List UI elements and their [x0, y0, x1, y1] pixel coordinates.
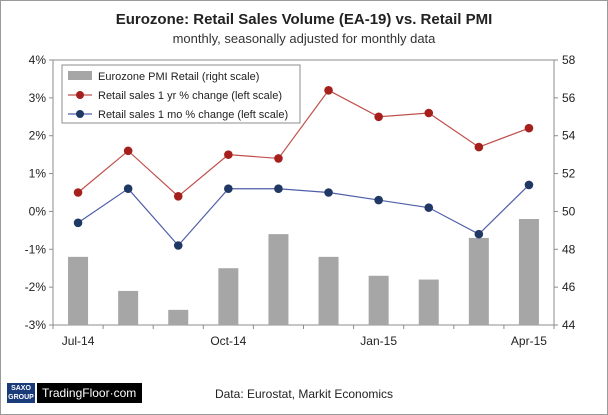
- pmi-bar: [68, 256, 89, 325]
- yoy-point: [173, 191, 183, 201]
- pmi-bar: [318, 256, 339, 325]
- legend-box: [61, 64, 301, 124]
- pmi-bar: [118, 290, 139, 325]
- right-axis-ticks: 44 46 48 50 52 54 56 58: [554, 53, 576, 332]
- x-axis-label: Oct-14: [210, 334, 246, 348]
- legend-label: Retail sales 1 yr % change (left scale): [98, 90, 282, 102]
- data-source: Data: Eurostat, Markit Economics: [214, 387, 394, 401]
- left-axis-label: 3%: [29, 91, 47, 105]
- yoy-point: [524, 123, 534, 133]
- left-axis-label: -2%: [25, 280, 47, 294]
- mom-line: [77, 184, 530, 247]
- left-axis-label: 1%: [29, 167, 47, 181]
- legend: Eurozone PMI Retail (right scale) Retail …: [61, 64, 301, 124]
- mom-point: [224, 184, 233, 194]
- x-axis-label: Jul-14: [62, 334, 95, 348]
- left-axis-label: 0%: [29, 204, 47, 218]
- mom-point: [73, 218, 83, 228]
- pmi-bar: [518, 219, 539, 325]
- mom-point: [274, 184, 283, 194]
- legend-label: Retail sales 1 mo % change (left scale): [98, 109, 288, 121]
- mom-point: [474, 229, 484, 239]
- right-axis-label: 56: [562, 91, 576, 105]
- left-axis-ticks: -3% -2% -1% 0% 1% 2% 3% 4%: [25, 53, 53, 332]
- yoy-point: [474, 142, 484, 152]
- mom-point: [524, 180, 534, 190]
- legend-swatch-bar: [68, 71, 92, 80]
- mom-point: [123, 184, 133, 194]
- mom-point: [424, 203, 434, 212]
- right-axis-label: 50: [562, 204, 576, 218]
- saxo-logo-top: SAXO: [11, 385, 31, 392]
- yoy-point: [424, 108, 434, 118]
- right-axis-label: 54: [562, 129, 576, 143]
- yoy-point: [224, 150, 233, 159]
- legend-swatch-marker: [76, 110, 84, 118]
- pmi-bar: [168, 309, 189, 325]
- saxo-group-logo: SAXO GROUP: [7, 383, 35, 403]
- yoy-point: [274, 154, 283, 163]
- left-axis-label: 4%: [29, 53, 47, 67]
- yoy-line: [77, 89, 530, 198]
- yoy-point: [374, 112, 383, 122]
- tradingfloor-logo: SAXO GROUP TradingFloor·com: [7, 383, 143, 403]
- yoy-point: [324, 85, 333, 95]
- pmi-bars: [68, 219, 539, 325]
- saxo-logo-bottom: GROUP: [8, 394, 34, 401]
- mom-point: [173, 241, 183, 250]
- mom-point: [374, 195, 383, 205]
- pmi-bar: [368, 275, 389, 325]
- right-axis-label: 46: [562, 280, 576, 294]
- pmi-bar: [218, 268, 239, 325]
- x-axis-label: Jan-15: [360, 334, 397, 348]
- yoy-point: [123, 146, 133, 156]
- x-axis-label: Apr-15: [511, 334, 547, 348]
- left-axis-label: 2%: [29, 129, 47, 143]
- legend-swatch-marker: [76, 91, 84, 99]
- mom-point: [324, 188, 333, 197]
- pmi-bar: [418, 279, 439, 325]
- chart-subtitle: monthly, seasonally adjusted for monthly…: [172, 31, 436, 46]
- left-axis-label: -1%: [25, 242, 47, 256]
- x-axis-ticks: Jul-14 Oct-14 Jan-15 Apr-15: [52, 325, 555, 348]
- left-axis-label: -3%: [25, 318, 47, 332]
- right-axis-label: 52: [562, 167, 576, 181]
- right-axis-label: 58: [562, 53, 576, 67]
- yoy-point: [73, 188, 83, 197]
- right-axis-label: 44: [562, 318, 576, 332]
- chart-title: Eurozone: Retail Sales Volume (EA-19) vs…: [115, 11, 493, 28]
- series-lines: [73, 85, 534, 250]
- right-axis-label: 48: [562, 242, 576, 256]
- legend-label: Eurozone PMI Retail (right scale): [98, 71, 259, 83]
- brand-name: TradingFloor·com: [37, 383, 143, 403]
- pmi-bar: [468, 237, 489, 325]
- pmi-bar: [268, 234, 289, 325]
